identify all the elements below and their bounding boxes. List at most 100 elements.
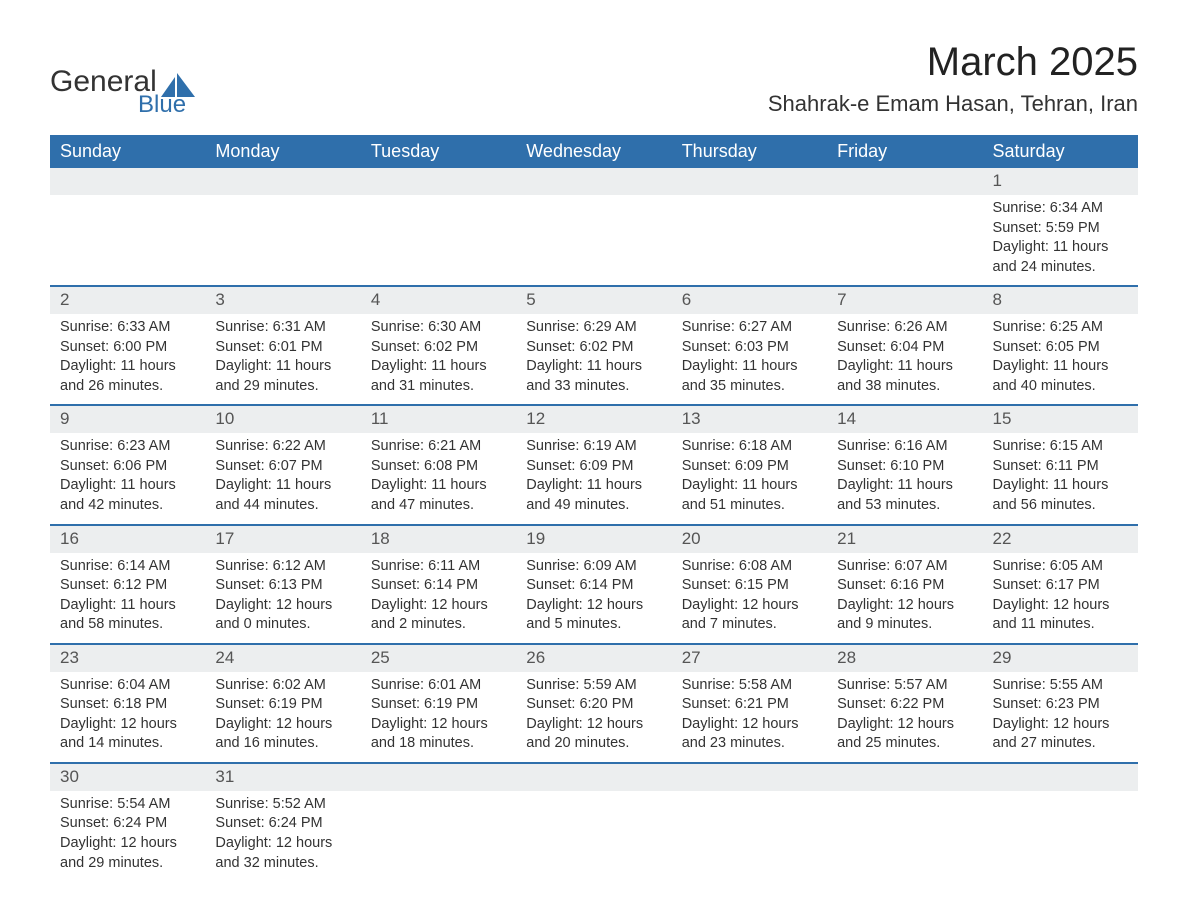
sunrise-text: Sunrise: 6:23 AM [60,437,195,457]
day-number-cell: 5 [516,286,671,314]
day-detail-cell: Sunrise: 5:55 AMSunset: 6:23 PMDaylight:… [983,672,1138,763]
day-number-cell [827,168,982,195]
daylight-text-2: and 58 minutes. [60,615,195,635]
day-detail-cell: Sunrise: 6:30 AMSunset: 6:02 PMDaylight:… [361,314,516,405]
day-number-cell [672,168,827,195]
day-detail-cell: Sunrise: 5:54 AMSunset: 6:24 PMDaylight:… [50,791,205,881]
week-daynum-row: 23242526272829 [50,644,1138,672]
day-detail-cell: Sunrise: 5:57 AMSunset: 6:22 PMDaylight:… [827,672,982,763]
sunrise-text: Sunrise: 6:16 AM [837,437,972,457]
day-detail-cell: Sunrise: 6:16 AMSunset: 6:10 PMDaylight:… [827,433,982,524]
sunrise-text: Sunrise: 6:33 AM [60,318,195,338]
day-number-cell: 21 [827,525,982,553]
day-detail-cell: Sunrise: 6:22 AMSunset: 6:07 PMDaylight:… [205,433,360,524]
daylight-text-2: and 5 minutes. [526,615,661,635]
day-number-cell: 19 [516,525,671,553]
sunset-text: Sunset: 6:00 PM [60,338,195,358]
day-detail-cell [827,195,982,286]
sunrise-text: Sunrise: 6:25 AM [993,318,1128,338]
location-subtitle: Shahrak-e Emam Hasan, Tehran, Iran [768,91,1138,117]
sunset-text: Sunset: 6:09 PM [682,457,817,477]
day-detail-cell [205,195,360,286]
day-number-cell: 20 [672,525,827,553]
day-number-cell: 7 [827,286,982,314]
sunset-text: Sunset: 6:22 PM [837,695,972,715]
day-header: Saturday [983,135,1138,168]
day-number-cell: 12 [516,405,671,433]
sunrise-text: Sunrise: 6:29 AM [526,318,661,338]
sunset-text: Sunset: 6:23 PM [993,695,1128,715]
day-number-cell: 26 [516,644,671,672]
sunset-text: Sunset: 6:17 PM [993,576,1128,596]
week-daynum-row: 3031 [50,763,1138,791]
sunset-text: Sunset: 6:15 PM [682,576,817,596]
sunrise-text: Sunrise: 5:58 AM [682,676,817,696]
day-detail-cell: Sunrise: 6:27 AMSunset: 6:03 PMDaylight:… [672,314,827,405]
daylight-text-1: Daylight: 12 hours [682,596,817,616]
sunrise-text: Sunrise: 6:08 AM [682,557,817,577]
sunset-text: Sunset: 6:18 PM [60,695,195,715]
sunset-text: Sunset: 6:07 PM [215,457,350,477]
daylight-text-1: Daylight: 12 hours [215,715,350,735]
day-header: Wednesday [516,135,671,168]
sunrise-text: Sunrise: 6:26 AM [837,318,972,338]
sunrise-text: Sunrise: 6:11 AM [371,557,506,577]
daylight-text-1: Daylight: 11 hours [993,476,1128,496]
daylight-text-2: and 16 minutes. [215,734,350,754]
sunset-text: Sunset: 6:11 PM [993,457,1128,477]
daylight-text-1: Daylight: 12 hours [215,596,350,616]
daylight-text-2: and 25 minutes. [837,734,972,754]
day-number-cell [50,168,205,195]
day-detail-cell: Sunrise: 6:18 AMSunset: 6:09 PMDaylight:… [672,433,827,524]
week-daynum-row: 9101112131415 [50,405,1138,433]
daylight-text-1: Daylight: 12 hours [837,715,972,735]
daylight-text-2: and 29 minutes. [60,854,195,874]
day-number-cell [516,168,671,195]
daylight-text-2: and 32 minutes. [215,854,350,874]
day-detail-cell: Sunrise: 6:21 AMSunset: 6:08 PMDaylight:… [361,433,516,524]
sunrise-text: Sunrise: 6:22 AM [215,437,350,457]
day-header-row: Sunday Monday Tuesday Wednesday Thursday… [50,135,1138,168]
daylight-text-1: Daylight: 11 hours [682,357,817,377]
sunset-text: Sunset: 6:12 PM [60,576,195,596]
sunset-text: Sunset: 6:20 PM [526,695,661,715]
daylight-text-1: Daylight: 11 hours [526,476,661,496]
daylight-text-2: and 14 minutes. [60,734,195,754]
day-number-cell: 25 [361,644,516,672]
daylight-text-1: Daylight: 12 hours [371,596,506,616]
daylight-text-2: and 53 minutes. [837,496,972,516]
sunrise-text: Sunrise: 6:27 AM [682,318,817,338]
day-number-cell: 10 [205,405,360,433]
daylight-text-1: Daylight: 11 hours [371,476,506,496]
day-detail-cell [827,791,982,881]
sunset-text: Sunset: 6:24 PM [215,814,350,834]
week-detail-row: Sunrise: 6:23 AMSunset: 6:06 PMDaylight:… [50,433,1138,524]
day-number-cell: 28 [827,644,982,672]
week-daynum-row: 2345678 [50,286,1138,314]
daylight-text-1: Daylight: 12 hours [993,596,1128,616]
sunset-text: Sunset: 6:24 PM [60,814,195,834]
daylight-text-1: Daylight: 12 hours [682,715,817,735]
daylight-text-1: Daylight: 11 hours [60,357,195,377]
day-header: Sunday [50,135,205,168]
sunrise-text: Sunrise: 6:14 AM [60,557,195,577]
sunrise-text: Sunrise: 6:02 AM [215,676,350,696]
day-detail-cell: Sunrise: 6:05 AMSunset: 6:17 PMDaylight:… [983,553,1138,644]
sunset-text: Sunset: 6:14 PM [526,576,661,596]
daylight-text-2: and 51 minutes. [682,496,817,516]
day-number-cell: 23 [50,644,205,672]
week-detail-row: Sunrise: 6:04 AMSunset: 6:18 PMDaylight:… [50,672,1138,763]
sunrise-text: Sunrise: 6:30 AM [371,318,506,338]
day-detail-cell: Sunrise: 6:19 AMSunset: 6:09 PMDaylight:… [516,433,671,524]
day-detail-cell: Sunrise: 5:58 AMSunset: 6:21 PMDaylight:… [672,672,827,763]
sunrise-text: Sunrise: 5:55 AM [993,676,1128,696]
week-detail-row: Sunrise: 6:33 AMSunset: 6:00 PMDaylight:… [50,314,1138,405]
daylight-text-2: and 24 minutes. [993,258,1128,278]
day-detail-cell: Sunrise: 6:07 AMSunset: 6:16 PMDaylight:… [827,553,982,644]
day-number-cell: 2 [50,286,205,314]
day-number-cell [672,763,827,791]
day-number-cell [516,763,671,791]
sunset-text: Sunset: 6:19 PM [215,695,350,715]
sunset-text: Sunset: 6:13 PM [215,576,350,596]
day-detail-cell [516,195,671,286]
